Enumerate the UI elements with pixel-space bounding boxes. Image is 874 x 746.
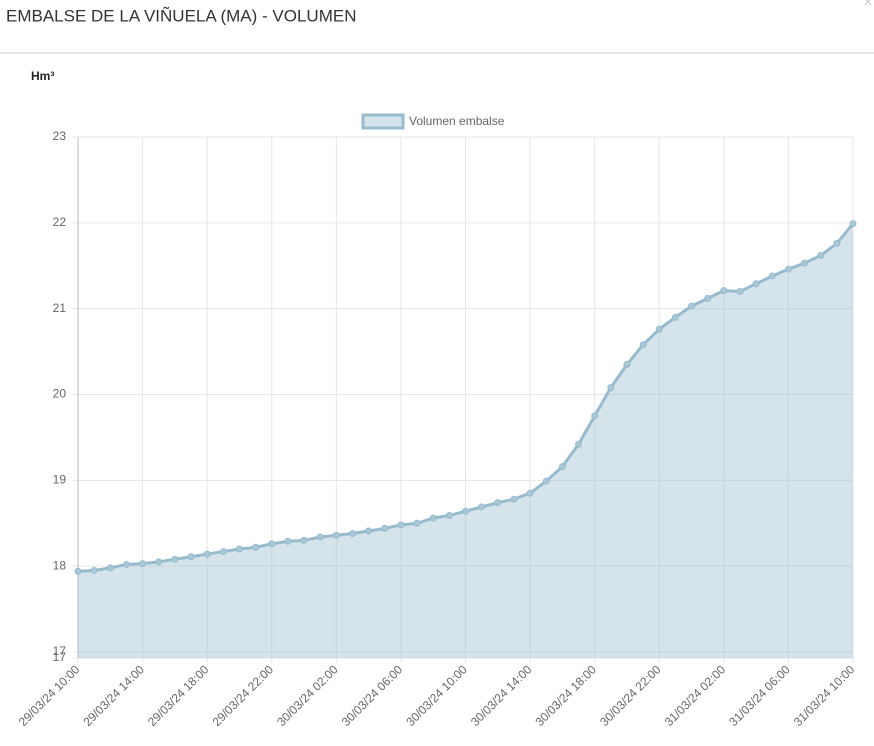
point — [784, 265, 792, 273]
point — [332, 531, 340, 539]
point — [74, 567, 82, 575]
point — [462, 507, 469, 515]
point — [736, 287, 744, 295]
point — [671, 313, 679, 321]
point — [704, 294, 712, 302]
point — [558, 463, 566, 471]
x-tick-label: 30/03/24 18:00 — [533, 662, 600, 729]
x-tick-label: 29/03/24 10:00 — [16, 662, 83, 729]
y-tick-label: 17 — [53, 644, 67, 658]
y-tick-label: 21 — [53, 301, 67, 315]
point — [817, 251, 825, 259]
point — [655, 325, 663, 333]
x-tick-label: 30/03/24 22:00 — [597, 662, 664, 729]
point — [397, 521, 405, 529]
x-tick-label: 31/03/24 10:00 — [791, 662, 858, 729]
point — [478, 503, 486, 511]
point — [90, 566, 98, 574]
point — [526, 489, 534, 497]
y-axis-unit: Hm³ — [31, 69, 54, 83]
point — [849, 220, 857, 228]
point — [284, 537, 292, 545]
x-tick-label: 30/03/24 10:00 — [403, 662, 470, 729]
modal-title: EMBALSE DE LA VIÑUELA (MA) - VOLUMEN — [6, 6, 356, 25]
point — [122, 560, 130, 568]
point — [623, 360, 631, 368]
legend-swatch — [361, 113, 405, 130]
y-tick-label: 18 — [53, 558, 67, 572]
point — [833, 239, 841, 247]
point — [639, 341, 647, 349]
point — [235, 545, 243, 553]
point — [268, 540, 276, 548]
point — [801, 259, 809, 267]
y-tick-label: 17 — [53, 650, 67, 664]
x-tick-label: 31/03/24 02:00 — [662, 662, 729, 729]
y-tick-label: 19 — [53, 472, 67, 486]
x-tick-label: 29/03/24 18:00 — [145, 662, 212, 729]
x-tick-label: 30/03/24 06:00 — [339, 662, 406, 729]
point — [413, 519, 421, 527]
point — [219, 548, 227, 556]
x-tick-label: 30/03/24 02:00 — [274, 662, 341, 729]
point — [542, 477, 550, 485]
x-tick-label: 29/03/24 14:00 — [80, 662, 147, 729]
point — [203, 550, 211, 558]
point — [688, 302, 696, 310]
point — [381, 524, 389, 532]
point — [575, 440, 583, 448]
point — [316, 533, 324, 541]
point — [445, 512, 453, 520]
point — [171, 555, 179, 563]
x-tick-label: 31/03/24 06:00 — [726, 662, 793, 729]
point — [607, 384, 615, 392]
point — [494, 499, 502, 507]
point — [106, 564, 114, 572]
x-tick-label: 30/03/24 14:00 — [468, 662, 535, 729]
close-button[interactable]: × — [863, 0, 872, 11]
point — [720, 287, 728, 295]
y-tick-label: 23 — [53, 129, 67, 143]
point — [365, 527, 373, 535]
point — [187, 553, 195, 561]
x-tick-label: 29/03/24 22:00 — [210, 662, 277, 729]
point — [300, 536, 308, 544]
point — [252, 543, 260, 551]
point — [348, 530, 356, 538]
legend-label: Volumen embalse — [409, 114, 505, 128]
point — [510, 495, 518, 503]
y-tick-label: 20 — [53, 387, 67, 401]
point — [768, 272, 776, 280]
point — [752, 280, 760, 288]
point — [591, 412, 599, 420]
point — [139, 560, 147, 568]
point — [429, 514, 437, 522]
y-tick-label: 22 — [53, 215, 67, 229]
point — [155, 558, 163, 566]
